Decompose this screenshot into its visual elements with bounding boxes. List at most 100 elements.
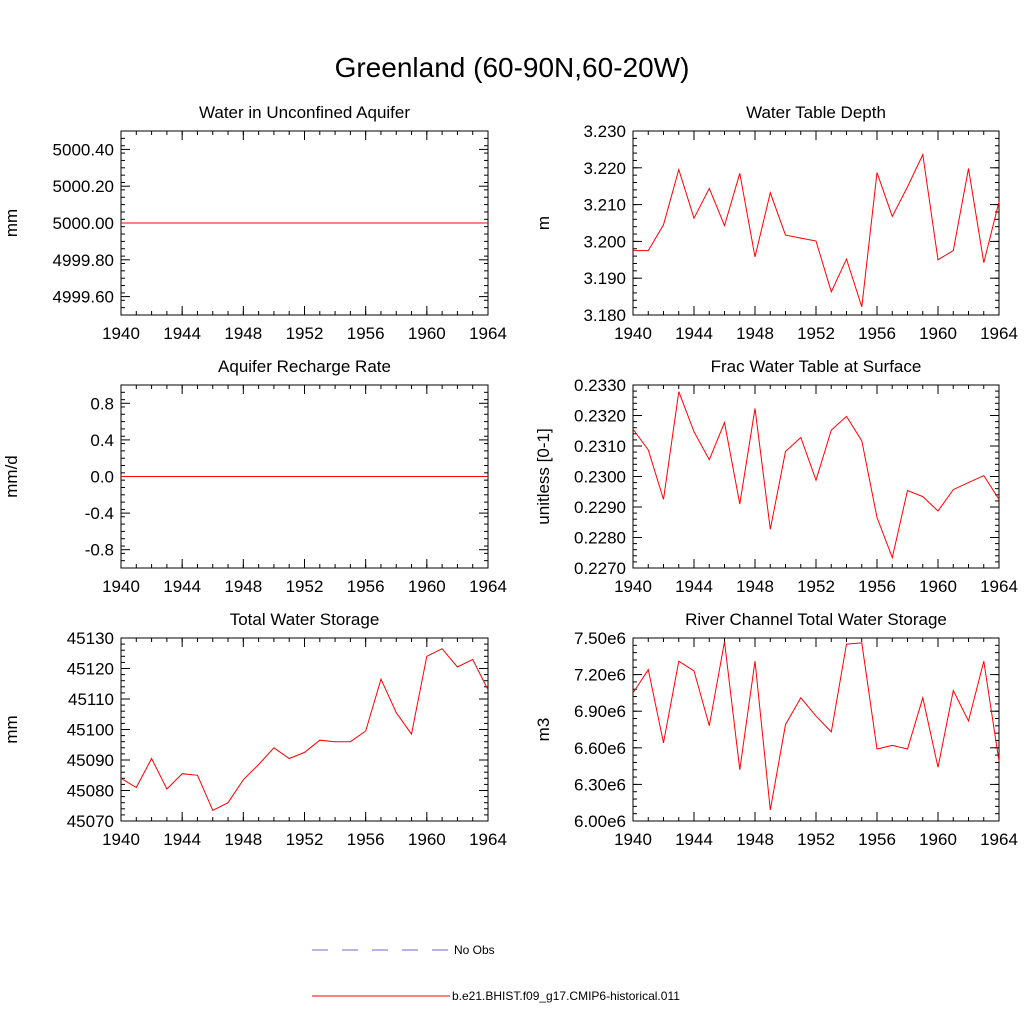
y-tick-label: 5000.00 [53, 214, 114, 233]
plot-frame [632, 637, 1000, 822]
x-tick-label: 1960 [408, 577, 446, 596]
chart-title: Total Water Storage [230, 610, 380, 629]
x-tick-label: 1948 [224, 577, 262, 596]
x-tick-label: 1944 [675, 324, 713, 343]
x-tick-label: 1948 [736, 324, 774, 343]
y-axis-label: m3 [534, 718, 553, 742]
x-tick-label: 1964 [469, 830, 507, 849]
legend-item-model: b.e21.BHIST.f09_g17.CMIP6-historical.011 [312, 986, 680, 1006]
x-tick-label: 1956 [858, 577, 896, 596]
plot-frame [120, 637, 489, 822]
series-line-model [632, 391, 1000, 560]
y-tick-label: 0.2310 [574, 437, 626, 456]
x-tick-label: 1940 [102, 577, 140, 596]
y-axis-label: mm [2, 209, 21, 237]
y-tick-label: 0.2270 [574, 559, 626, 578]
chart-title: Frac Water Table at Surface [711, 357, 922, 376]
y-axis-label: mm/d [2, 455, 21, 498]
y-axis-label: mm [2, 715, 21, 743]
x-tick-label: 1952 [286, 324, 324, 343]
x-tick-label: 1944 [163, 324, 201, 343]
y-tick-label: 45130 [67, 629, 114, 648]
chart-panel-3: 1940 1944 1948 1952 1956 1960 1964 -0.8 -0.4 0.0 0… [2, 357, 507, 596]
x-tick-label: 1940 [102, 324, 140, 343]
x-tick-label: 1956 [858, 324, 896, 343]
series-line-model [633, 152, 1000, 308]
x-tick-label: 1960 [408, 830, 446, 849]
chart-title: Water in Unconfined Aquifer [199, 103, 410, 122]
y-tick-label: 6.90e6 [574, 702, 626, 721]
legend-label-model: b.e21.BHIST.f09_g17.CMIP6-historical.011 [452, 989, 680, 1003]
y-axis-label: unitless [0-1] [534, 428, 553, 524]
x-tick-label: 1940 [614, 830, 652, 849]
y-tick-label: 0.2300 [574, 468, 626, 487]
x-tick-label: 1964 [469, 324, 507, 343]
x-tick-label: 1952 [797, 324, 835, 343]
y-tick-label: 3.190 [583, 269, 626, 288]
x-tick-label: 1956 [347, 577, 385, 596]
x-tick-label: 1956 [347, 324, 385, 343]
x-tick-label: 1948 [224, 830, 262, 849]
series-line-model [120, 648, 489, 811]
y-tick-label: 0.0 [90, 468, 114, 487]
x-tick-label: 1956 [858, 830, 896, 849]
y-tick-label: 3.200 [583, 232, 626, 251]
figure-title: Greenland (60-90N,60-20W) [334, 52, 690, 83]
y-tick-label: 0.2280 [574, 529, 626, 548]
x-tick-label: 1944 [675, 830, 713, 849]
legend-item-obs: No Obs [312, 940, 495, 960]
x-tick-label: 1952 [286, 577, 324, 596]
x-tick-label: 1960 [408, 324, 446, 343]
chart-panel-1: 1940 1944 1948 1952 1956 1960 1964 4999.60 4999.… [2, 103, 507, 343]
y-tick-label: 4999.60 [53, 288, 114, 307]
y-tick-label: 3.180 [583, 306, 626, 325]
y-tick-label: -0.4 [85, 504, 114, 523]
chart-title: Water Table Depth [746, 103, 886, 122]
chart-title: River Channel Total Water Storage [685, 610, 947, 629]
y-tick-label: 7.50e6 [574, 629, 626, 648]
y-tick-label: 45080 [67, 782, 114, 801]
x-tick-label: 1940 [614, 577, 652, 596]
x-tick-label: 1952 [286, 830, 324, 849]
x-tick-label: 1940 [102, 830, 140, 849]
y-tick-label: 5000.20 [53, 177, 114, 196]
plot-frame [632, 130, 1000, 316]
y-tick-label: 5000.40 [53, 140, 114, 159]
x-tick-label: 1964 [980, 830, 1018, 849]
y-tick-label: 0.2320 [574, 407, 626, 426]
chart-panel-2: 1940 1944 1948 1952 1956 1960 1964 3.180 3.190 3.… [534, 103, 1018, 343]
x-tick-label: 1952 [797, 577, 835, 596]
legend-swatch-model [312, 995, 450, 997]
chart-panel-6: 1940 1944 1948 1952 1956 1960 1964 6.00e6 6.30e6… [534, 610, 1018, 849]
y-axis-label: m [534, 216, 553, 230]
x-tick-label: 1960 [919, 577, 957, 596]
x-tick-label: 1960 [919, 324, 957, 343]
y-tick-label: 0.2330 [574, 376, 626, 395]
y-tick-label: 3.230 [583, 122, 626, 141]
y-tick-label: 0.2290 [574, 498, 626, 517]
series-line-model [632, 641, 1000, 811]
y-tick-label: 45070 [67, 812, 114, 831]
y-tick-label: 3.210 [583, 196, 626, 215]
x-tick-label: 1952 [797, 830, 835, 849]
y-tick-label: 3.220 [583, 159, 626, 178]
legend-label-obs: No Obs [454, 943, 495, 957]
x-tick-label: 1948 [224, 324, 262, 343]
y-tick-label: 45100 [67, 721, 114, 740]
x-tick-label: 1940 [614, 324, 652, 343]
plot-frame [632, 384, 1000, 569]
y-tick-label: 45110 [68, 690, 114, 709]
x-tick-label: 1964 [469, 577, 507, 596]
x-tick-label: 1948 [736, 830, 774, 849]
y-tick-label: 0.8 [90, 394, 114, 413]
y-tick-label: 7.20e6 [574, 666, 626, 685]
x-tick-label: 1944 [675, 577, 713, 596]
x-tick-label: 1948 [736, 577, 774, 596]
chart-title: Aquifer Recharge Rate [218, 357, 391, 376]
chart-panel-5: 1940 1944 1948 1952 1956 1960 1964 45070 45080 45… [2, 610, 507, 849]
y-tick-label: 6.60e6 [574, 739, 626, 758]
y-tick-label: 45120 [67, 660, 114, 679]
x-tick-label: 1960 [919, 830, 957, 849]
x-tick-label: 1964 [980, 324, 1018, 343]
